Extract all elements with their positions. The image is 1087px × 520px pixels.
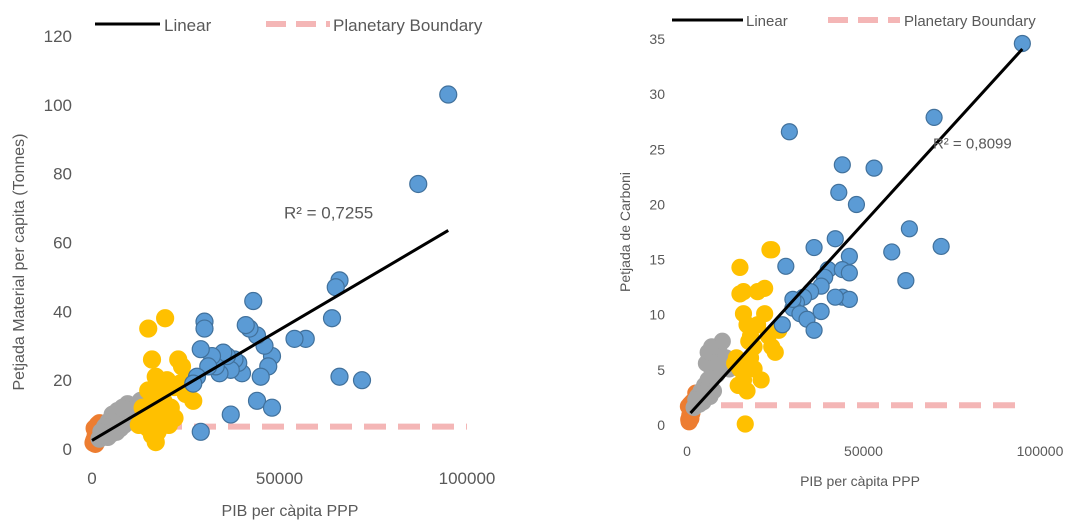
data-point-high-income [840,264,858,282]
data-point-high-income [897,272,915,290]
data-point-high-income [805,238,823,257]
data-point-upper-middle [745,360,763,378]
legend-1: Linear Planetary Boundary [95,16,483,35]
data-point-high-income [777,257,795,275]
x-tick-label: 50000 [256,469,303,488]
data-point-upper-middle [148,422,167,441]
data-point-high-income [191,340,210,359]
y-tick-label: 25 [649,141,665,157]
data-point-high-income [773,316,791,334]
data-point-upper-middle [763,241,781,259]
y-axis-title-1: Petjada Material per capita (Tonnes) [11,133,28,390]
data-point-high-income [221,405,240,424]
y-tick-label: 80 [53,165,72,184]
chart-material-footprint: Linear Planetary Boundary 0 20 40 60 80 100 12… [11,16,495,520]
data-point-high-income [780,123,798,141]
data-point-high-income [865,159,883,177]
data-point-high-income [262,398,282,417]
data-point-high-income [925,108,943,127]
data-point-upper-middle [731,285,749,303]
data-point-high-income [847,195,866,214]
y-tick-label: 20 [53,371,72,390]
r-squared-annotation-2: R² = 0,8099 [933,135,1012,152]
data-point-high-income [439,85,458,104]
data-point-high-income [932,237,950,256]
x-tick-label: 100000 [439,469,496,488]
data-point-high-income [1013,34,1031,53]
legend-boundary-label: Planetary Boundary [904,13,1036,30]
data-point-high-income [409,174,428,194]
data-point-high-income [826,288,844,306]
y-tick-label: 100 [44,96,72,115]
data-point-high-income [833,156,851,174]
data-point-upper-middle [729,376,747,394]
data-point-high-income [322,309,342,328]
y-tick-label: 120 [44,27,72,46]
x-tick-labels-1: 0 50000 100000 [87,469,495,488]
data-point-high-income [830,183,848,201]
data-point-high-income [244,291,263,311]
data-point-high-income [251,367,270,386]
y-axis-title-2: Petjada de Carboni [617,172,633,292]
data-point-upper-middle [129,415,148,435]
data-point-high-income [195,319,214,338]
data-point-high-income [285,329,304,348]
data-point-high-income [826,230,844,248]
scatter-points-1 [84,85,458,453]
x-axis-title-1: PIB per càpita PPP [222,503,359,520]
data-point-high-income [812,302,830,321]
data-point-upper-middle [156,309,175,328]
data-point-high-income [900,220,918,238]
y-tick-label: 0 [63,440,72,459]
data-point-upper-middle [756,305,774,323]
legend-linear-label: Linear [164,16,212,35]
chart-carbon-footprint: Linear Planetary Boundary 0 5 10 15 20 25 30 35… [617,13,1064,489]
y-tick-label: 40 [53,302,72,321]
y-tick-label: 35 [649,31,665,47]
y-tick-label: 30 [649,86,665,102]
x-axis-title-2: PIB per càpita PPP [800,473,920,489]
x-tick-label: 50000 [844,443,883,459]
data-point-high-income [840,290,858,308]
legend-linear-label: Linear [746,13,788,30]
x-tick-labels-2: 0 50000 100000 [683,443,1063,459]
y-tick-label: 10 [649,307,665,323]
data-point-upper-middle [736,415,754,433]
r-squared-annotation-1: R² = 0,7255 [284,203,373,222]
scatter-points-2 [679,34,1031,433]
y-tick-label: 5 [657,362,665,378]
data-point-high-income [191,422,210,441]
data-point-high-income [330,367,349,386]
data-point-high-income [352,371,372,390]
y-tick-label: 60 [53,234,72,253]
data-point-high-income [247,391,267,410]
data-point-upper-middle [139,319,158,338]
x-tick-label: 100000 [1017,443,1064,459]
y-tick-labels-2: 0 5 10 15 20 25 30 35 [649,31,665,433]
data-point-high-income [805,321,823,339]
data-point-upper-middle [142,350,162,369]
y-tick-label: 0 [657,417,665,433]
y-tick-labels-1: 0 20 40 60 80 100 120 [44,27,72,459]
x-tick-label: 0 [87,469,96,488]
data-point-high-income [236,316,255,335]
linear-trendline-1 [91,229,450,442]
data-point-upper-middle [756,279,774,297]
data-point-lower-middle [113,398,132,417]
data-point-high-income [883,243,901,261]
legend-boundary-label: Planetary Boundary [333,16,483,35]
x-tick-label: 0 [683,443,691,459]
y-tick-label: 20 [649,196,665,212]
linear-trendline-2 [689,48,1024,414]
y-tick-label: 15 [649,252,665,268]
data-point-lower-middle [696,384,714,402]
legend-2: Linear Planetary Boundary [672,13,1036,30]
data-point-upper-middle [731,258,749,276]
data-point-upper-middle [184,391,203,410]
data-point-lower-middle [703,338,721,356]
data-point-upper-middle [766,343,784,361]
